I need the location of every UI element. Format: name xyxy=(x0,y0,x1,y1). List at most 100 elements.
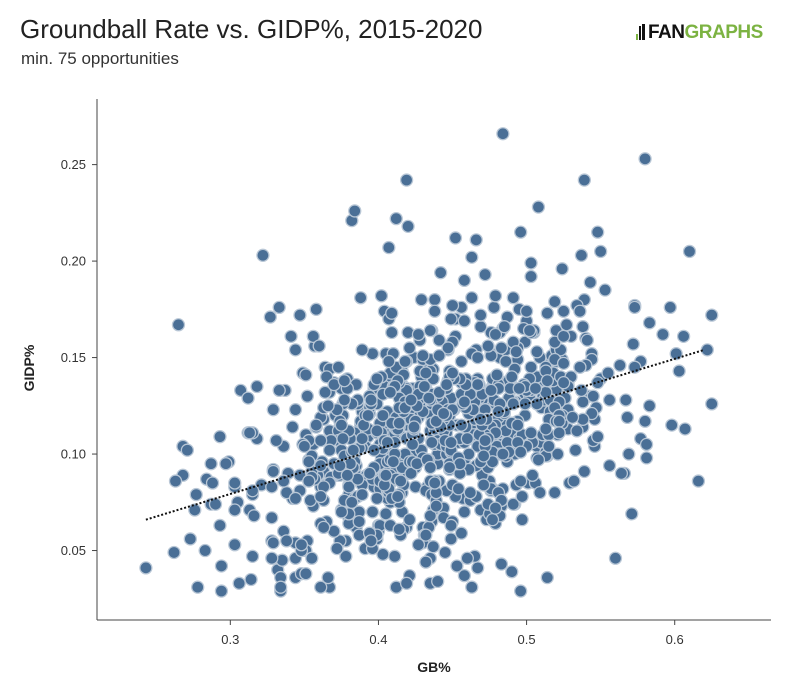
scatter-point xyxy=(444,312,458,326)
scatter-point xyxy=(540,570,554,585)
scatter-point xyxy=(474,320,488,334)
scatter-point xyxy=(266,464,280,479)
scatter-point xyxy=(302,474,316,488)
scatter-point xyxy=(454,526,469,540)
scatter-point xyxy=(299,368,313,382)
scatter-point xyxy=(370,424,384,438)
scatter-point xyxy=(419,555,433,569)
scatter-point xyxy=(454,354,469,369)
scatter-point xyxy=(457,505,472,519)
scatter-point xyxy=(442,460,457,475)
scatter-point xyxy=(167,545,181,560)
scatter-point xyxy=(423,323,437,338)
scatter-point xyxy=(524,269,538,284)
scatter-point xyxy=(457,273,472,288)
scatter-point xyxy=(411,327,426,342)
scatter-point xyxy=(511,418,525,432)
scatter-point xyxy=(365,505,380,519)
scatter-point xyxy=(423,460,437,475)
scatter-point xyxy=(548,294,562,309)
scatter-point xyxy=(417,379,432,394)
scatter-point xyxy=(242,426,257,440)
scatter-point xyxy=(531,200,546,214)
scatter-point xyxy=(642,399,657,413)
scatter-point xyxy=(613,358,627,372)
scatter-point xyxy=(354,291,368,305)
scatter-point xyxy=(309,418,323,432)
scatter-point xyxy=(601,366,615,380)
scatter-point xyxy=(570,424,584,438)
scatter-point xyxy=(331,360,346,374)
scatter-point xyxy=(574,383,589,398)
scatter-point xyxy=(494,557,509,571)
scatter-point xyxy=(411,538,426,552)
scatter-point xyxy=(330,541,344,556)
scatter-point xyxy=(524,360,538,374)
scatter-point xyxy=(348,204,362,218)
scatter-point xyxy=(428,293,442,307)
logo-text-fan: FAN xyxy=(648,22,685,43)
scatter-point xyxy=(514,445,528,459)
scatter-point xyxy=(189,487,203,502)
scatter-point xyxy=(228,538,242,552)
scatter-point xyxy=(392,522,406,536)
scatter-point xyxy=(247,509,261,523)
scatter-point xyxy=(428,304,442,318)
scatter-point xyxy=(361,408,375,423)
scatter-point xyxy=(509,345,523,359)
scatter-point xyxy=(266,403,280,417)
scatter-point xyxy=(414,293,429,307)
scatter-point xyxy=(337,374,352,388)
scatter-point xyxy=(556,304,571,318)
scatter-point xyxy=(540,306,554,320)
scatter-point xyxy=(382,354,396,369)
scatter-point xyxy=(583,275,597,289)
y-axis-title: GIDP% xyxy=(21,344,37,391)
scatter-point xyxy=(559,318,574,332)
scatter-point xyxy=(514,584,528,598)
x-tick-label: 0.6 xyxy=(666,632,684,647)
y-tick-label: 0.25 xyxy=(61,157,86,172)
scatter-point xyxy=(288,491,303,506)
tick-group: 0.3 0.4 0.5 0.6 0.05 0.10 0.15 0.20 0.25 xyxy=(61,157,684,647)
scatter-point xyxy=(485,513,500,527)
scatter-point xyxy=(272,383,286,398)
scatter-point xyxy=(533,485,547,500)
scatter-point xyxy=(474,308,488,322)
scatter-point xyxy=(314,489,328,504)
scatter-point xyxy=(576,320,590,334)
scatter-point xyxy=(463,485,477,500)
scatter-point xyxy=(638,414,652,428)
scatter-point xyxy=(505,370,519,384)
scatter-point xyxy=(700,343,714,357)
scatter-point xyxy=(383,385,397,399)
scatter-point xyxy=(602,393,617,407)
scatter-point xyxy=(465,580,479,594)
scatter-point xyxy=(576,395,590,409)
scatter-point xyxy=(444,518,458,533)
scatter-point xyxy=(591,430,605,444)
logo-text-graphs: GRAPHS xyxy=(684,22,764,43)
scatter-point xyxy=(471,350,485,365)
scatter-point xyxy=(528,381,543,396)
scatter-point xyxy=(374,289,389,303)
scatter-point xyxy=(573,360,587,374)
scatter-point xyxy=(484,383,498,398)
scatter-point xyxy=(531,453,546,467)
scatter-point xyxy=(444,532,458,546)
scatter-point xyxy=(539,422,553,436)
scatter-point xyxy=(228,503,242,517)
scatter-point xyxy=(469,233,483,247)
scatter-point xyxy=(471,377,485,392)
scatter-point xyxy=(580,333,594,347)
scatter-point xyxy=(478,267,492,282)
scatter-point xyxy=(294,538,309,552)
scatter-point xyxy=(180,443,195,457)
scatter-point xyxy=(457,395,472,409)
scatter-point xyxy=(556,356,571,371)
scatter-point xyxy=(285,420,300,434)
y-tick-label: 0.20 xyxy=(61,254,86,269)
scatter-point xyxy=(336,431,350,446)
scatter-point xyxy=(555,262,569,276)
scatter-point xyxy=(499,354,513,369)
